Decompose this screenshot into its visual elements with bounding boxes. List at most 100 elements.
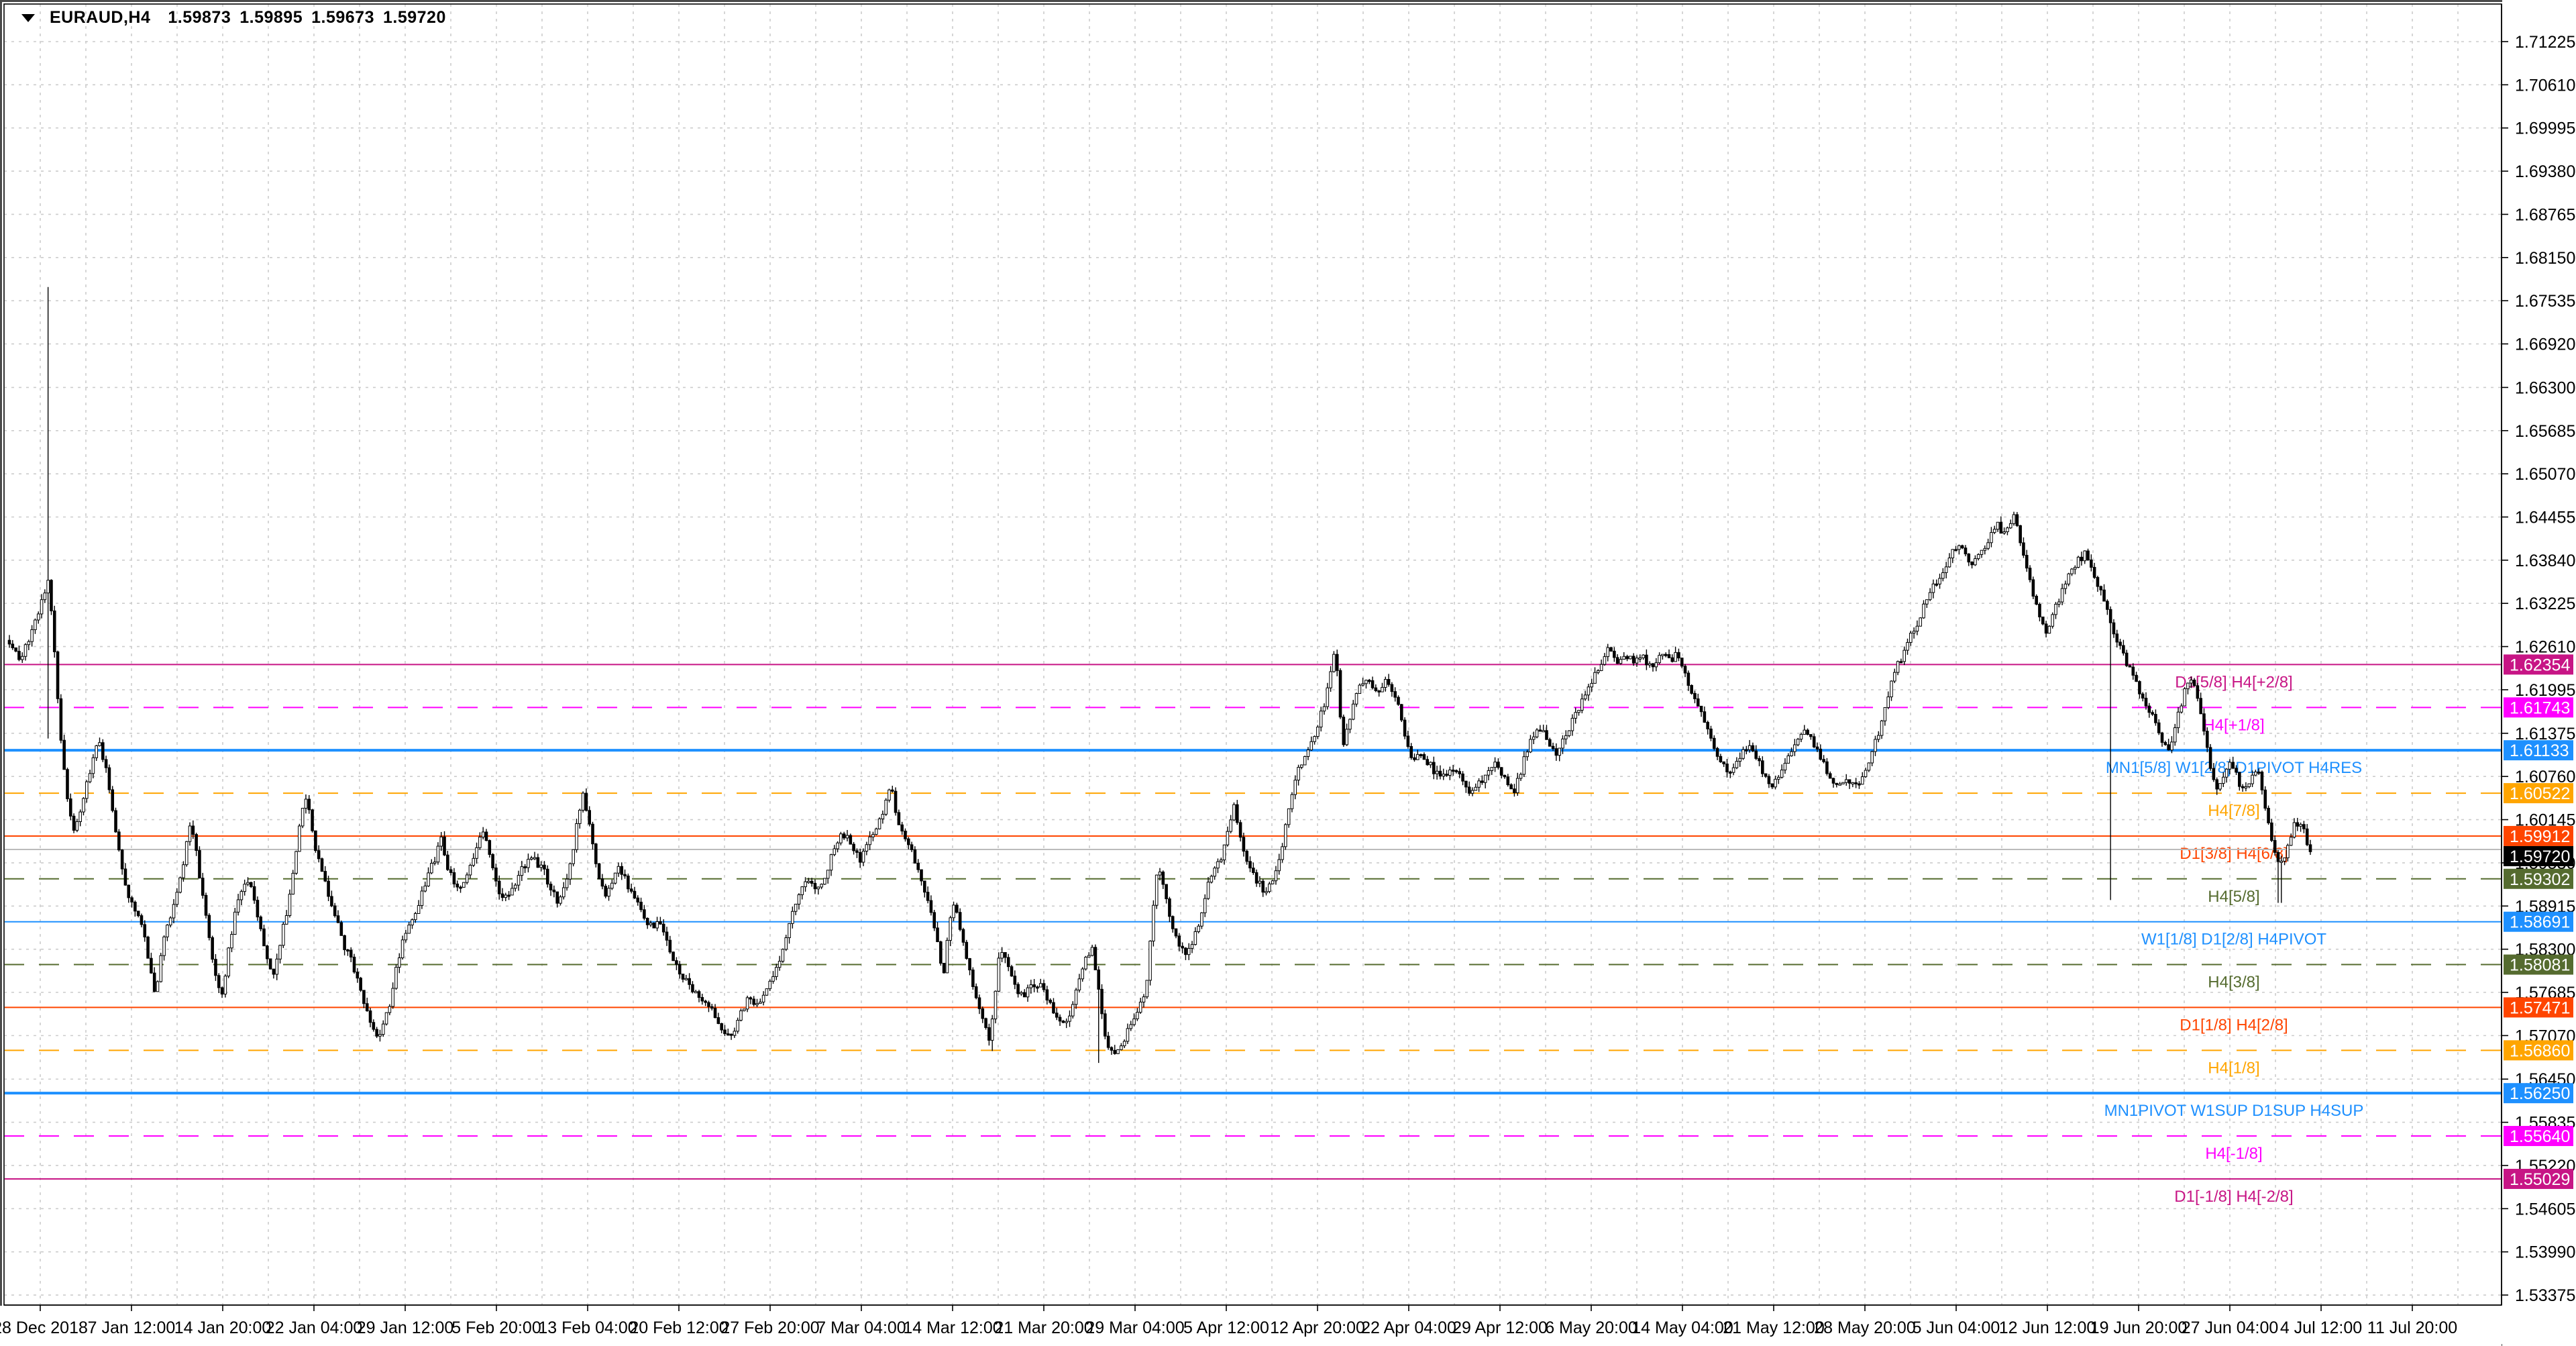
candle-body	[1038, 983, 1042, 988]
candle-body	[1061, 1021, 1065, 1023]
price-level-badge	[2504, 954, 2573, 975]
candle-body	[1870, 751, 1874, 764]
candle-body	[1042, 983, 1046, 990]
candle-body	[916, 862, 920, 870]
candle-body	[2238, 772, 2241, 787]
candle-body	[2057, 601, 2061, 605]
candle-body	[810, 880, 814, 884]
candle-body	[1731, 767, 1735, 773]
candle-body	[820, 884, 823, 888]
level-label: H4[1/8]	[2208, 1059, 2259, 1077]
candle-body	[839, 833, 843, 843]
price-level-badge-value: 1.58691	[2510, 913, 2570, 932]
level-label: D1[1/8] H4[2/8]	[2180, 1016, 2288, 1034]
candle-body	[378, 1034, 382, 1037]
price-level-badge	[2504, 1040, 2573, 1061]
price-level-badge-value: 1.55029	[2510, 1170, 2570, 1189]
candle-body	[527, 859, 530, 868]
time-tick-label: 5 Jun 04:00	[1913, 1318, 2000, 1337]
candle-body	[1142, 996, 1146, 1002]
price-level-badge-value: 1.59302	[2510, 870, 2570, 889]
candle-body	[1899, 661, 1903, 664]
ohlc-close-value: 1.59720	[382, 8, 446, 27]
candle-body	[1036, 986, 1039, 989]
candle-body	[716, 1017, 720, 1024]
candle-body	[1838, 783, 1841, 786]
candle-body	[184, 841, 189, 866]
candle-body	[1429, 762, 1432, 766]
candle-body	[1902, 650, 1907, 662]
time-tick-label: 28 May 20:00	[1814, 1318, 1916, 1337]
candle-body	[1919, 617, 1923, 627]
candle-body	[162, 936, 166, 956]
candle-body	[1197, 925, 1200, 932]
candle-body	[1248, 861, 1252, 869]
candle-body	[417, 905, 421, 914]
candle-body	[639, 901, 643, 911]
candle-body	[2241, 786, 2245, 788]
candle-body	[500, 893, 504, 898]
candle-body	[475, 847, 478, 859]
candle-body	[788, 923, 791, 939]
candle-body	[932, 912, 936, 929]
candle-body	[1206, 882, 1210, 899]
chart-dropdown-arrow-icon[interactable]	[21, 13, 35, 22]
candle-body	[1122, 1041, 1126, 1047]
candle-body	[543, 864, 546, 870]
candle-body	[252, 886, 256, 901]
candle-body	[597, 863, 601, 880]
candle-body	[1068, 1015, 1071, 1022]
candle-body	[1358, 684, 1362, 694]
time-tick-label: 13 Feb 04:00	[538, 1318, 637, 1337]
plot-area[interactable]	[4, 4, 2502, 1305]
candle-body	[201, 878, 205, 896]
candle-body	[336, 915, 340, 923]
price-axis[interactable]: 1.71225 1.70610 1.69995 1.69380 1.68765 1.681…	[2501, 0, 2576, 1346]
price-tick-label: 1.66300	[2515, 378, 2575, 397]
time-tick-label: 14 May 04:00	[1631, 1318, 1733, 1337]
candle-body	[1513, 788, 1516, 793]
price-tick-label: 1.64455	[2515, 509, 2575, 527]
level-lines-layer: D1[5/8] H4[+2/8]H4[+1/8]MN1[5/8] W1[2/8]…	[5, 664, 2501, 1206]
price-level-badge-value: 1.58081	[2510, 956, 2570, 975]
level-label: H4[7/8]	[2208, 802, 2259, 820]
candle-body	[1487, 770, 1491, 776]
candle-body	[578, 809, 582, 824]
candle-body	[1100, 988, 1104, 1015]
candle-body	[1184, 947, 1187, 955]
candle-body	[1090, 947, 1094, 956]
candle-body	[2180, 705, 2184, 713]
candle-body	[1642, 654, 1645, 658]
symbol-timeframe-label: EURAUD,H4	[50, 8, 151, 27]
candle-body	[823, 878, 826, 885]
candle-body	[372, 1022, 376, 1030]
candle-body	[1171, 916, 1175, 929]
candle-body	[282, 923, 285, 946]
time-axis-bg[interactable]	[0, 1306, 2502, 1346]
candle-body	[1803, 729, 1807, 735]
grid-layer	[5, 5, 2501, 1304]
candle-body	[1377, 690, 1381, 692]
candle-body	[1951, 549, 1955, 559]
candle-body	[661, 923, 665, 933]
candle-body	[1529, 739, 1532, 753]
candle-body	[2267, 808, 2270, 823]
candle-body	[1087, 955, 1091, 957]
candle-body	[2163, 741, 2167, 745]
candle-body	[984, 1018, 987, 1028]
candle-body	[2102, 589, 2106, 602]
candle-body	[836, 842, 839, 849]
candle-body	[994, 990, 998, 1020]
candle-body	[742, 1008, 746, 1011]
candle-body	[449, 869, 453, 873]
candle-body	[1138, 1001, 1142, 1013]
candle-body	[643, 909, 646, 919]
candle-body	[1515, 778, 1519, 793]
candle-body	[1497, 762, 1500, 768]
candle-body	[2189, 680, 2193, 684]
candle-body	[552, 889, 556, 892]
candle-body	[900, 824, 904, 832]
candle-body	[2128, 665, 2132, 668]
